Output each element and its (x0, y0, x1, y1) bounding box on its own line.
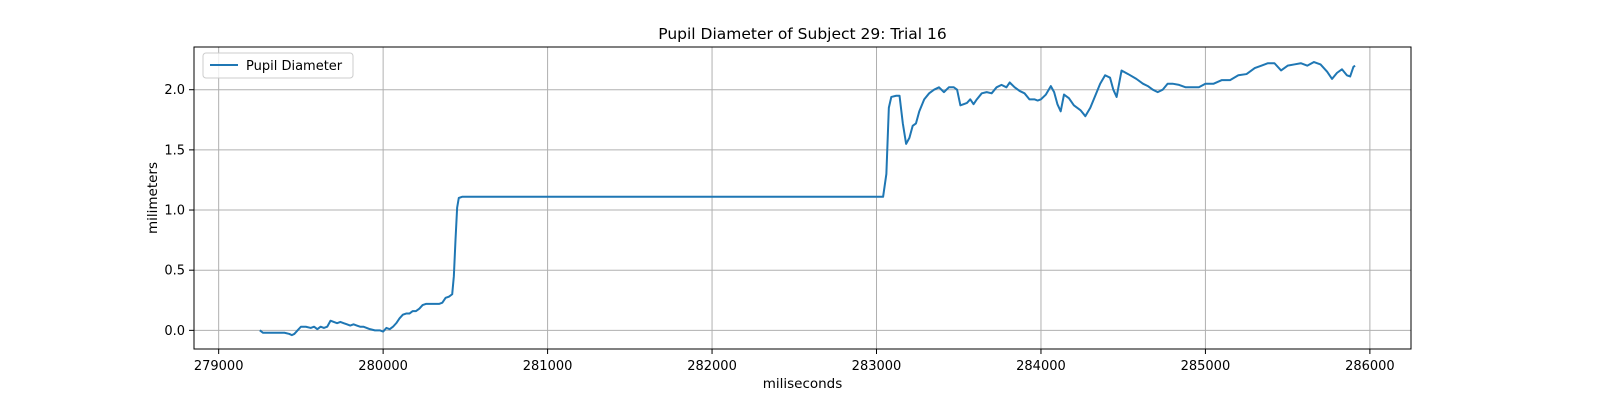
legend: Pupil Diameter (202, 52, 354, 79)
legend-box (202, 52, 354, 79)
grid (194, 47, 1411, 349)
x-tick-label: 280000 (358, 359, 408, 374)
x-tick-label: 282000 (687, 359, 737, 374)
x-axis-title: miliseconds (763, 376, 843, 392)
x-tick-label: 286000 (1345, 359, 1395, 374)
y-axis-title: milimeters (145, 162, 161, 234)
series-lines (259, 61, 1356, 337)
x-tick-label: 284000 (1016, 359, 1066, 374)
y-tick-label: 2.0 (164, 83, 185, 98)
x-tick-label: 279000 (194, 359, 244, 374)
y-tick-label: 0.5 (164, 264, 185, 279)
y-tick-label: 1.0 (164, 204, 185, 219)
plot-frame (193, 46, 1412, 350)
y-tick-label: 1.5 (164, 143, 185, 158)
legend-label: Pupil Diameter (246, 59, 343, 74)
x-tick-label: 285000 (1181, 359, 1231, 374)
x-tick-label: 283000 (852, 359, 902, 374)
axis-ticks: 279000 280000 281000 282000 283000 284000 2850… (164, 83, 1394, 374)
series-line-pupil-diameter (259, 61, 1356, 337)
y-tick-label: 0.0 (164, 324, 185, 339)
x-tick-label: 281000 (523, 359, 573, 374)
chart-title: Pupil Diameter of Subject 29: Trial 16 (658, 25, 947, 43)
